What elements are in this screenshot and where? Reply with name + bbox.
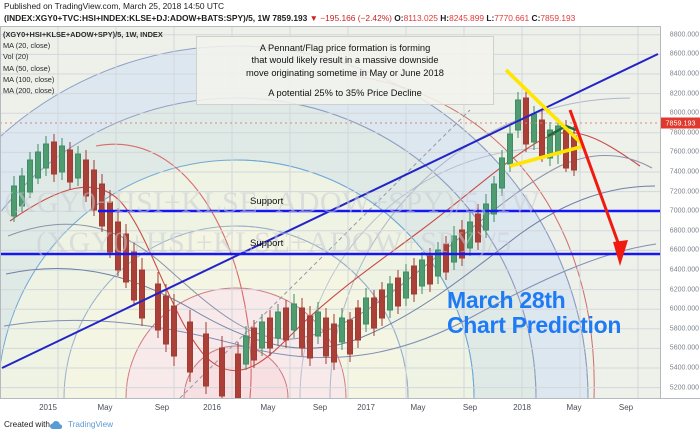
y-tick-label: 8800.000: [669, 31, 699, 39]
x-tick-label: May: [97, 403, 113, 412]
y-tick-label: 6200.000: [669, 286, 699, 294]
high-value: 8245.899: [449, 13, 485, 23]
cloud-icon: [50, 420, 63, 430]
x-tick-label: May: [260, 403, 276, 412]
x-tick-label: May: [566, 403, 582, 412]
legend-title: (XGY0+HSI+KLSE+ADOW+SPY)/5, 1W, INDEX: [3, 30, 163, 39]
low-value: 7770.661: [494, 13, 530, 23]
prediction-text: March 28th Chart Prediction: [447, 288, 621, 338]
x-tick-label: 2016: [203, 403, 221, 412]
chart-legend: (XGY0+HSI+KLSE+ADOW+SPY)/5, 1W, INDEX MA…: [3, 29, 163, 96]
legend-item-ma200[interactable]: MA (200, close): [3, 86, 55, 96]
legend-item-ma20[interactable]: MA (20, close): [3, 41, 51, 51]
open-label: O:: [394, 13, 404, 23]
prediction-line-2: Chart Prediction: [447, 312, 622, 338]
published-line: Published on TradingView.com, March 25, …: [4, 1, 225, 11]
open-value: 8113.025: [403, 13, 438, 23]
y-tick-label: 5200.000: [669, 384, 699, 392]
annotation-line-4: A potential 25% to 35% Price Decline: [268, 88, 422, 99]
y-tick-label: 7000.000: [669, 207, 699, 215]
x-tick-label: May: [410, 403, 426, 412]
y-tick-label: 6400.000: [669, 266, 699, 274]
y-tick-label: 6000.000: [669, 305, 699, 313]
y-tick-label: 8600.000: [669, 50, 699, 58]
y-tick-label: 7800.000: [669, 129, 699, 137]
annotation-line-3: move originating sometime in May or June…: [246, 67, 444, 78]
y-tick-label: 8200.000: [669, 90, 699, 98]
legend-item-vol20[interactable]: Vol (20): [3, 52, 29, 62]
legend-item-ma100[interactable]: MA (100, close): [3, 74, 55, 84]
y-tick-label: 6600.000: [669, 246, 699, 254]
y-tick-label: 7600.000: [669, 148, 699, 156]
current-price-badge: 7859.193: [661, 117, 700, 129]
annotation-line-1: A Pennant/Flag price formation is formin…: [259, 43, 431, 53]
y-tick-label: 8400.000: [669, 70, 699, 78]
down-arrow-icon: ▼: [309, 13, 318, 23]
x-tick-label: Sep: [154, 403, 170, 412]
x-tick-label: Sep: [618, 403, 634, 412]
time-axis[interactable]: 2015 May Sep 2016 May Sep 2017 May Sep 2…: [0, 398, 700, 417]
footer: Created with TradingView: [0, 416, 700, 437]
price-axis[interactable]: 8800.000 8600.000 8400.000 8200.000 8000…: [660, 26, 700, 398]
y-tick-label: 7200.000: [669, 188, 699, 196]
annotation-line-2: that would likely result in a massive do…: [251, 55, 439, 66]
legend-item-ma50[interactable]: MA (50, close): [3, 63, 51, 73]
low-label: L:: [486, 13, 495, 23]
created-with-label: Created with: [4, 420, 50, 429]
close-label: C:: [531, 13, 541, 23]
x-tick-label: Sep: [312, 403, 328, 412]
y-tick-label: 5400.000: [669, 364, 699, 372]
support-label-lower: Support: [250, 238, 284, 249]
tradingview-brand[interactable]: TradingView: [68, 420, 114, 429]
symbol-quote-line: (INDEX:XGY0+TVC:HSI+INDEX:KLSE+DJ:ADOW+B…: [4, 13, 575, 23]
y-tick-label: 8000.000: [669, 109, 699, 117]
chart-header: Published on TradingView.com, March 25, …: [0, 0, 700, 26]
chart-canvas: [0, 26, 660, 398]
close-value: 7859.193: [540, 13, 576, 23]
y-tick-label: 6800.000: [669, 227, 699, 235]
annotation-textbox: A Pennant/Flag price formation is formin…: [196, 36, 494, 106]
x-tick-label: 2018: [513, 403, 531, 412]
x-tick-label: Sep: [462, 403, 478, 412]
y-tick-label: 5800.000: [669, 325, 699, 333]
symbol-text: (INDEX:XGY0+TVC:HSI+INDEX:KLSE+DJ:ADOW+B…: [4, 13, 271, 23]
chart-plot-area[interactable]: (XGY0+HSI+KLSE+ADOW+SPY)/5, 1W (XGY0+HSI…: [0, 26, 660, 398]
price-change: −195.166 (−2.42%): [320, 13, 392, 23]
prediction-line-1: March 28th: [447, 287, 566, 313]
support-label-upper: Support: [250, 196, 284, 207]
y-tick-label: 5600.000: [669, 344, 699, 352]
last-price: 7859.193: [272, 13, 308, 23]
x-tick-label: 2017: [357, 403, 375, 412]
high-label: H:: [440, 13, 450, 23]
x-tick-label: 2015: [39, 403, 57, 412]
y-tick-label: 7400.000: [669, 168, 699, 176]
